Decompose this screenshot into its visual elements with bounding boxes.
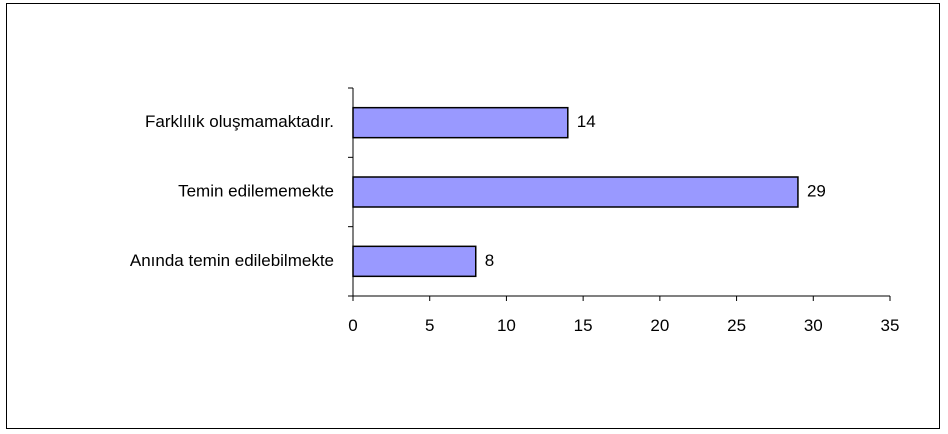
x-tick-label: 30: [804, 316, 823, 335]
x-tick-label: 15: [574, 316, 593, 335]
x-tick-label: 5: [425, 316, 434, 335]
data-label: 8: [485, 251, 494, 270]
bar: [352, 245, 477, 278]
x-tick-label: 10: [497, 316, 516, 335]
x-tick-label: 20: [650, 316, 669, 335]
chart-frame: [6, 3, 940, 429]
data-label: 29: [807, 181, 826, 200]
x-tick-label: 35: [881, 316, 900, 335]
category-label: Temin edilememekte: [178, 181, 334, 200]
x-tick-label: 25: [727, 316, 746, 335]
category-label: Anında temin edilebilmekte: [130, 251, 334, 270]
bar: [352, 176, 799, 208]
bar: [352, 106, 569, 139]
x-tick-label: 0: [348, 316, 357, 335]
category-label: Farklılık oluşmamaktadır.: [145, 112, 334, 131]
data-label: 14: [577, 112, 596, 131]
